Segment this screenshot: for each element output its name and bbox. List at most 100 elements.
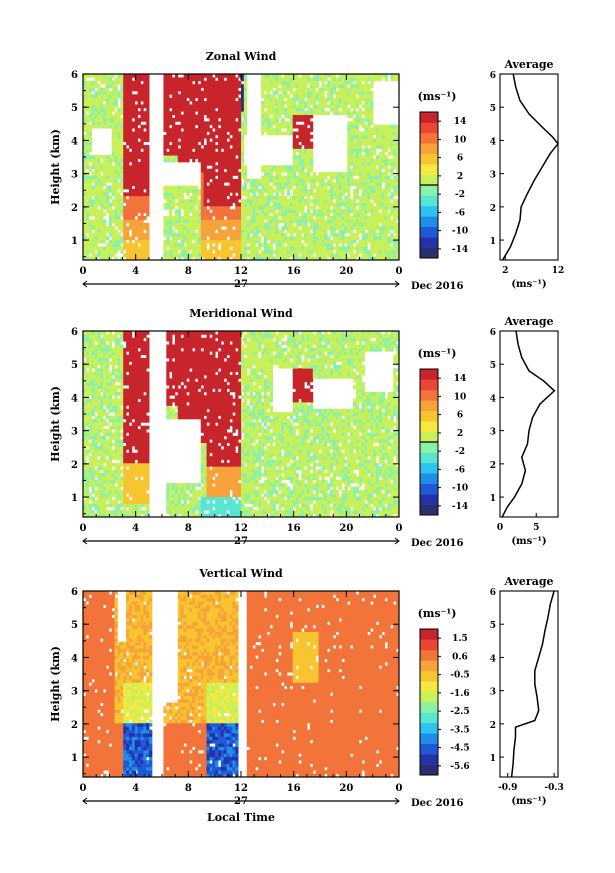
heatmap-cell	[174, 111, 179, 115]
heatmap-cell	[364, 87, 368, 92]
heatmap-cell	[203, 192, 207, 197]
heatmap-cell	[131, 84, 136, 88]
heatmap-cell	[393, 185, 397, 190]
heatmap-cell	[123, 94, 127, 99]
heatmap-cell	[209, 121, 213, 126]
heatmap-cell	[131, 124, 136, 129]
heatmap-cell	[88, 476, 93, 481]
heatmap-cell	[111, 253, 115, 258]
y-tick-label: 4	[71, 136, 78, 147]
heatmap-cell	[97, 483, 101, 487]
heatmap-cell	[83, 466, 87, 471]
heatmap-cell	[330, 226, 334, 230]
heatmap-cell	[174, 128, 179, 132]
heatmap-cell	[341, 77, 345, 82]
heatmap-cell	[120, 199, 124, 203]
heatmap-cell	[140, 145, 144, 149]
heatmap-cell	[232, 141, 236, 146]
heatmap-cell	[197, 101, 202, 105]
heatmap-cell	[97, 398, 101, 403]
heatmap-cell	[94, 493, 98, 498]
heatmap-cell	[376, 256, 380, 261]
heatmap-cell	[353, 131, 357, 136]
heatmap-cell	[295, 222, 299, 227]
heatmap-cell	[163, 158, 167, 163]
heatmap-cell	[307, 239, 311, 244]
heatmap-cell	[195, 185, 199, 190]
heatmap-cell	[183, 90, 187, 95]
heatmap-cell	[177, 158, 182, 163]
heatmap-cell	[269, 101, 273, 105]
heatmap-cell	[396, 232, 400, 237]
heatmap-cell	[209, 172, 213, 176]
heatmap-cell	[195, 87, 199, 92]
heatmap-cell	[91, 236, 95, 241]
heatmap-cell	[126, 243, 130, 247]
heatmap-cell	[83, 364, 87, 369]
heatmap-cell	[396, 202, 400, 207]
heatmap-cell	[114, 90, 118, 95]
heatmap-cell	[370, 168, 374, 173]
heatmap-cell	[295, 107, 299, 112]
heatmap-cell	[327, 90, 331, 95]
heatmap-cell	[183, 80, 187, 85]
heatmap-cell	[321, 253, 325, 258]
heatmap-cell	[292, 94, 296, 99]
heatmap-cell	[281, 232, 285, 237]
heatmap-cell	[215, 74, 219, 78]
heatmap-cell	[286, 236, 291, 241]
heatmap-cell	[318, 219, 322, 224]
heatmap-cell	[376, 253, 380, 258]
heatmap-cell	[131, 199, 136, 203]
heatmap-cell	[289, 107, 294, 112]
heatmap-cell	[321, 84, 325, 88]
heatmap-cell	[252, 182, 256, 186]
heatmap-cell	[140, 256, 144, 261]
heatmap-cell	[355, 216, 360, 220]
heatmap-cell	[229, 243, 233, 247]
heatmap-cell	[111, 226, 115, 230]
heatmap-cell	[97, 513, 101, 518]
heatmap-cell	[350, 101, 354, 105]
heatmap-cell	[330, 97, 334, 102]
heatmap-cell	[235, 229, 239, 234]
heatmap-cell	[332, 101, 337, 105]
heatmap-cell	[353, 219, 357, 224]
heatmap-cell	[180, 239, 184, 244]
heatmap-cell	[232, 246, 236, 251]
heatmap-cell	[301, 80, 305, 85]
heatmap-cell	[117, 219, 121, 224]
heatmap-cell	[120, 219, 124, 224]
heatmap-cell	[384, 205, 388, 210]
heatmap-cell	[134, 94, 138, 99]
heatmap-cell	[192, 117, 196, 122]
heatmap-cell	[192, 202, 196, 207]
heatmap-cell	[105, 243, 110, 247]
heatmap-cell	[261, 121, 265, 126]
heatmap-cell	[278, 178, 282, 183]
heatmap-cell	[370, 256, 374, 261]
heatmap-cell	[238, 124, 242, 129]
heatmap-cell	[338, 178, 342, 183]
heatmap-cell	[203, 199, 207, 203]
heatmap-cell	[94, 219, 98, 224]
heatmap-cell	[318, 209, 322, 214]
heatmap-cell	[261, 216, 265, 220]
heatmap-cell	[177, 151, 182, 156]
heatmap-cell	[83, 445, 87, 450]
heatmap-cell	[134, 243, 138, 247]
heatmap-cell	[261, 182, 265, 186]
heatmap-cell	[146, 256, 150, 261]
heatmap-cell	[174, 114, 179, 119]
heatmap-cell	[324, 101, 328, 105]
heatmap-cell	[289, 239, 294, 244]
heatmap-cell	[344, 249, 348, 254]
heatmap-cell	[387, 134, 391, 139]
heatmap-cell	[327, 219, 331, 224]
heatmap-cell	[321, 77, 325, 82]
heatmap-cell	[83, 195, 87, 200]
heatmap-cell	[301, 219, 305, 224]
heatmap-cell	[318, 226, 322, 230]
heatmap-cell	[261, 74, 265, 78]
heatmap-cell	[163, 151, 167, 156]
